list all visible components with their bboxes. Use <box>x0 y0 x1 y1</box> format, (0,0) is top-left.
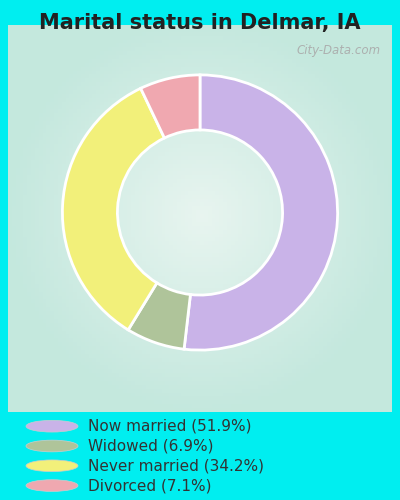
Wedge shape <box>141 75 200 138</box>
Text: Never married (34.2%): Never married (34.2%) <box>88 458 264 473</box>
Wedge shape <box>184 75 338 350</box>
Text: City-Data.com: City-Data.com <box>296 44 380 58</box>
Text: Now married (51.9%): Now married (51.9%) <box>88 418 252 434</box>
Circle shape <box>26 420 78 432</box>
Text: Divorced (7.1%): Divorced (7.1%) <box>88 478 212 493</box>
Wedge shape <box>62 88 164 330</box>
Circle shape <box>26 440 78 452</box>
Text: Widowed (6.9%): Widowed (6.9%) <box>88 438 214 454</box>
Text: Marital status in Delmar, IA: Marital status in Delmar, IA <box>39 12 361 32</box>
Circle shape <box>26 460 78 471</box>
Wedge shape <box>128 283 190 349</box>
Circle shape <box>26 480 78 492</box>
